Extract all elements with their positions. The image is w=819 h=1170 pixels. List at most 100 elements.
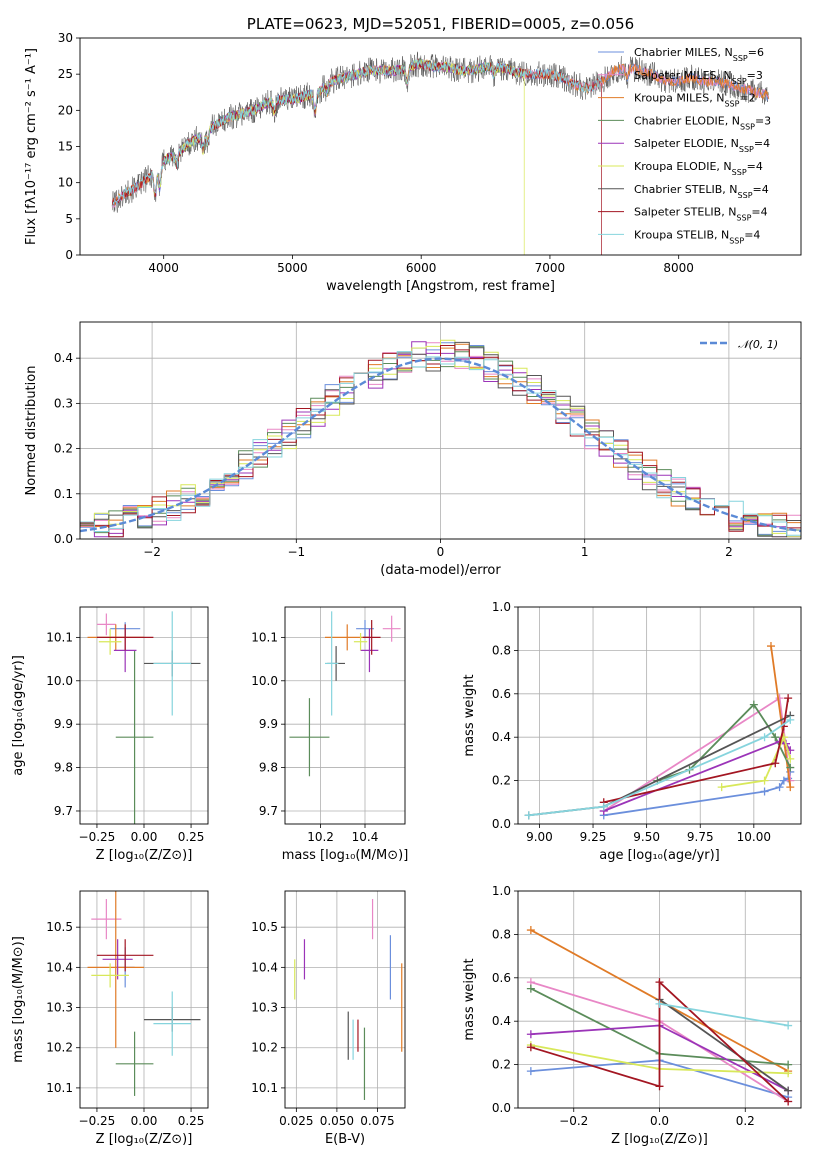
errorbar-point xyxy=(115,1031,154,1096)
histogram-salpeter-stelib xyxy=(80,345,801,538)
residual-legend: 𝒩(0, 1) xyxy=(700,338,778,351)
x-tick-label: 0.25 xyxy=(178,830,205,844)
plus-marker xyxy=(784,694,793,703)
x-axis-label: age [log₁₀(age/yr)] xyxy=(599,848,720,863)
plus-marker xyxy=(526,1030,535,1039)
histogram-chabrier-stelib xyxy=(80,341,801,538)
y-tick-label: 0.4 xyxy=(492,730,511,744)
errorbar-point xyxy=(115,650,154,824)
axes-weight-vs-Z: −0.2 0.0 0.2 0.0 0.2 0.4 0.6 0.8 1.0 Z [log₁₀(Z/Z… xyxy=(462,884,802,1147)
histogram-kroupa-stelib xyxy=(80,351,801,536)
plus-marker xyxy=(760,733,769,742)
axes-frame xyxy=(517,606,802,825)
plot-area xyxy=(111,51,770,255)
y-tick-label: 30 xyxy=(58,31,73,45)
errorbar-point xyxy=(353,633,368,651)
y-tick-label: 20 xyxy=(58,103,73,117)
legend-entry: Kroupa ELODIE, NSSP=4 xyxy=(634,160,763,177)
x-tick-label: −0.25 xyxy=(79,830,116,844)
axes-age-vs-Z: −0.25 0.00 0.25 9.7 9.8 9.9 10.0 10.1 Z [log₁₀(Z… xyxy=(11,606,209,863)
errorbar-point xyxy=(87,891,144,1048)
y-tick-label: 10.0 xyxy=(46,674,73,688)
legend-entry: Salpeter STELIB, NSSP=4 xyxy=(634,206,768,223)
y-tick-label: 0.0 xyxy=(54,532,73,546)
y-tick-label: 0.0 xyxy=(492,1101,511,1115)
y-tick-label: 25 xyxy=(58,67,73,81)
y-tick-label: 0.2 xyxy=(492,774,511,788)
axes-frame xyxy=(79,890,209,1109)
x-tick-label: 10.2 xyxy=(307,830,334,844)
x-tick-label: −2 xyxy=(143,545,161,559)
y-tick-label: 0 xyxy=(65,248,73,262)
y-tick-label: 0.2 xyxy=(54,442,73,456)
weight-line xyxy=(530,980,789,1103)
weight-line xyxy=(721,734,792,788)
plus-marker xyxy=(717,783,726,792)
weight-line xyxy=(528,719,791,817)
y-tick-label: 15 xyxy=(58,140,73,154)
x-tick-label: 9.75 xyxy=(687,830,714,844)
y-axis-label: age [log₁₀(age/yr)] xyxy=(11,655,26,776)
x-tick-label: 0.0 xyxy=(650,1114,669,1128)
plus-marker xyxy=(786,783,795,792)
y-tick-label: 5 xyxy=(65,212,73,226)
x-tick-label: 0 xyxy=(437,545,445,559)
legend-entry: Salpeter MILES, NSSP=3 xyxy=(634,69,763,86)
plot-area xyxy=(524,642,795,820)
y-tick-label: 10.4 xyxy=(251,960,278,974)
y-tick-label: 10.2 xyxy=(46,1041,73,1055)
plot-area xyxy=(294,899,403,1100)
y-axis-label: mass weight xyxy=(462,674,477,756)
y-tick-label: 0.0 xyxy=(492,817,511,831)
normal-curve xyxy=(80,357,801,533)
x-tick-label: 0.075 xyxy=(360,1114,394,1128)
y-axis-label: Normed distribution xyxy=(24,366,39,496)
y-tick-label: 9.9 xyxy=(54,717,73,731)
errorbar-point xyxy=(91,899,122,940)
spectrum-line-salpeter-stelib xyxy=(111,58,602,255)
errorbar-point xyxy=(356,620,374,638)
errorbar-point xyxy=(96,613,116,636)
legend-entry: Chabrier MILES, NSSP=6 xyxy=(634,46,764,63)
axes-frame xyxy=(79,37,802,256)
y-tick-label: 9.8 xyxy=(54,761,73,775)
plus-marker xyxy=(784,1069,793,1078)
x-tick-label: 2 xyxy=(725,545,733,559)
y-tick-label: 0.2 xyxy=(492,1058,511,1072)
y-tick-label: 10.4 xyxy=(46,960,73,974)
x-tick-label: 8000 xyxy=(663,261,694,275)
x-tick-label: 0.050 xyxy=(320,1114,354,1128)
errorbar-point xyxy=(102,939,133,980)
y-tick-label: 0.1 xyxy=(54,487,73,501)
axes-mass-vs-EBV: 0.025 0.050 0.075 10.1 10.2 10.3 10.4 10.5 E(B-V… xyxy=(251,890,406,1147)
x-tick-label: 9.00 xyxy=(526,830,553,844)
weight-line xyxy=(659,1002,789,1027)
y-tick-label: 10.1 xyxy=(46,1081,73,1095)
x-tick-label: 0.025 xyxy=(279,1114,313,1128)
y-tick-label: 9.7 xyxy=(259,804,278,818)
errorbar-point xyxy=(153,611,192,716)
y-tick-label: 0.3 xyxy=(54,396,73,410)
axes-frame xyxy=(79,606,209,825)
x-tick-label: 10.00 xyxy=(737,830,771,844)
x-tick-label: 5000 xyxy=(277,261,308,275)
y-tick-label: 0.8 xyxy=(492,927,511,941)
plus-marker xyxy=(749,700,758,709)
y-tick-label: 10.2 xyxy=(251,1041,278,1055)
x-tick-label: 0.25 xyxy=(178,1114,205,1128)
y-tick-label: 10.3 xyxy=(46,1001,73,1015)
y-tick-label: 0.6 xyxy=(492,687,511,701)
plus-marker xyxy=(775,694,784,703)
plus-marker xyxy=(784,1021,793,1030)
axes-weight-vs-age: 9.00 9.25 9.50 9.75 10.00 0.0 0.2 0.4 0.6 0.8 1.0 a… xyxy=(462,600,802,863)
errorbar-point xyxy=(325,624,370,651)
axes-residuals: −2 −1 0 1 2 0.0 0.1 0.2 0.3 0.4 (data-model)/error… xyxy=(24,321,802,578)
plus-marker xyxy=(766,642,775,651)
x-axis-label: mass [log₁₀(M/M⊙)] xyxy=(282,848,409,863)
plus-marker xyxy=(786,715,795,724)
y-tick-label: 0.4 xyxy=(492,1014,511,1028)
x-tick-label: 6000 xyxy=(406,261,437,275)
x-tick-label: −1 xyxy=(287,545,305,559)
weight-line xyxy=(603,740,792,812)
